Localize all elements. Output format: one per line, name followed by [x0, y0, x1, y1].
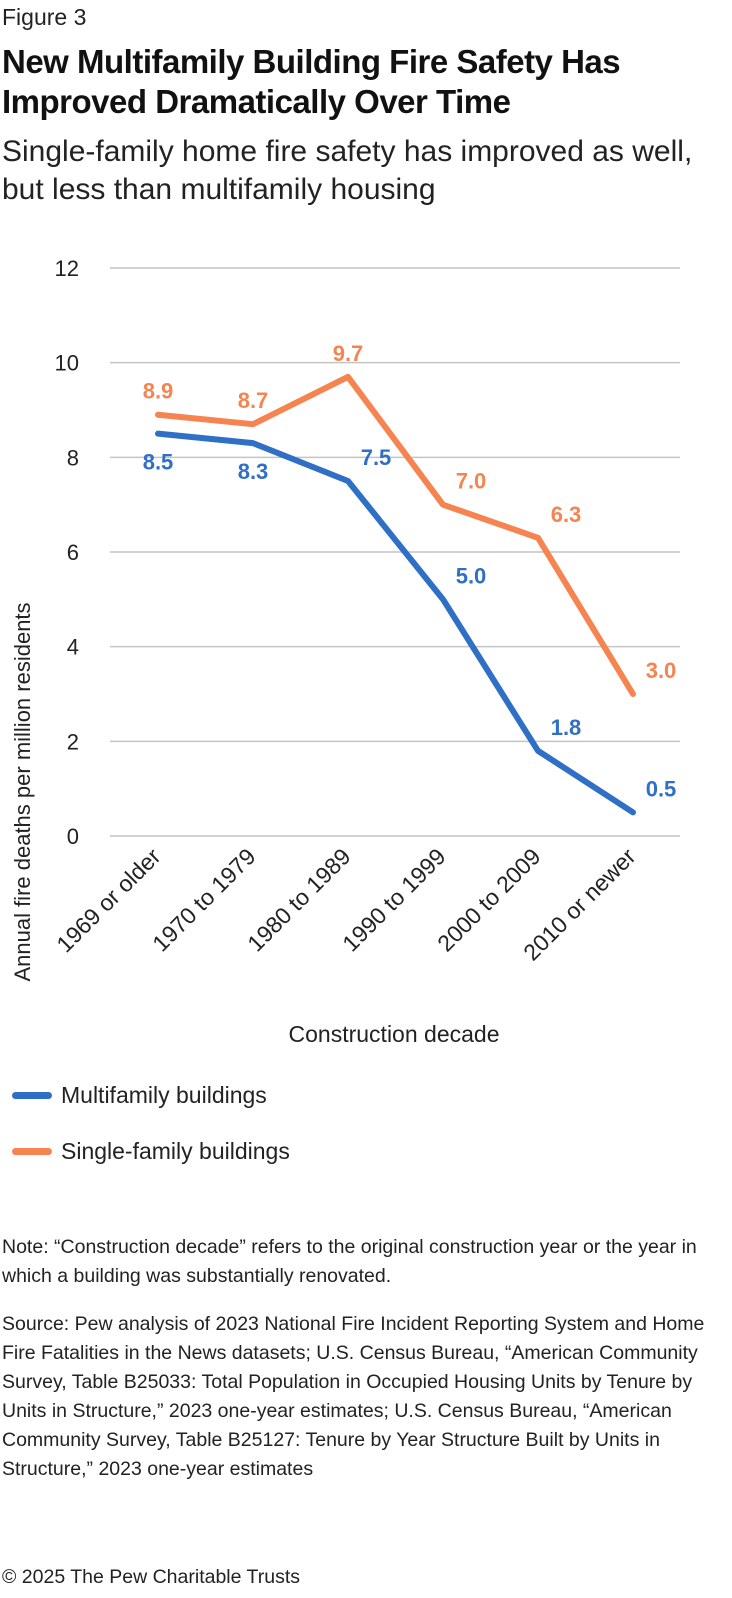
figure-label: Figure 3 [2, 4, 87, 30]
gridlines [110, 267, 680, 837]
y-tick-label: 6 [67, 540, 79, 565]
chart-subtitle: Single-family home fire safety has impro… [2, 135, 693, 206]
y-tick-label: 4 [67, 635, 79, 660]
legend-swatch-multifamily [12, 1092, 52, 1099]
series-lines [155, 373, 636, 816]
legend-item-multifamily: Multifamily buildings [12, 1082, 267, 1109]
data-label-multifamily: 5.0 [456, 563, 487, 588]
y-tick-label: 10 [55, 351, 79, 376]
data-label-single-family: 3.0 [646, 658, 677, 683]
data-label-single-family: 9.7 [333, 341, 364, 366]
y-tick-label: 8 [67, 445, 79, 470]
data-label-multifamily: 7.5 [361, 445, 392, 470]
data-labels: 8.5 8.3 7.5 5.0 1.8 0.5 8.9 8.7 9.7 7.0 6.3 3.0 [143, 341, 677, 801]
data-label-single-family: 6.3 [551, 502, 582, 527]
chart-note: Note: “Construction decade” refers to th… [2, 1236, 697, 1287]
chart-source: Source: Pew analysis of 2023 National Fi… [2, 1313, 705, 1480]
y-tick-label: 12 [55, 256, 79, 281]
series-line-single-family [155, 373, 636, 697]
y-tick-label: 2 [67, 729, 79, 754]
legend-swatch-single-family [12, 1148, 52, 1155]
data-label-multifamily: 0.5 [646, 776, 677, 801]
chart-title: New Multifamily Building Fire Safety Has… [2, 43, 621, 120]
x-axis-label: Construction decade [289, 1021, 500, 1047]
data-label-single-family: 8.7 [238, 388, 269, 413]
data-label-multifamily: 8.5 [143, 450, 174, 475]
data-label-single-family: 8.9 [143, 379, 174, 404]
copyright: © 2025 The Pew Charitable Trusts [2, 1566, 300, 1588]
legend-label-multifamily: Multifamily buildings [61, 1082, 267, 1108]
y-axis-ticks: 0 2 4 6 8 10 12 [55, 256, 79, 849]
legend-item-single-family: Single-family buildings [12, 1138, 290, 1165]
data-label-multifamily: 8.3 [238, 459, 269, 484]
y-tick-label: 0 [67, 824, 79, 849]
y-axis-label: Annual fire deaths per million residents [10, 602, 35, 981]
series-line-multifamily [155, 430, 636, 816]
data-label-single-family: 7.0 [456, 469, 487, 494]
legend-label-single-family: Single-family buildings [61, 1138, 290, 1164]
data-label-multifamily: 1.8 [551, 715, 582, 740]
